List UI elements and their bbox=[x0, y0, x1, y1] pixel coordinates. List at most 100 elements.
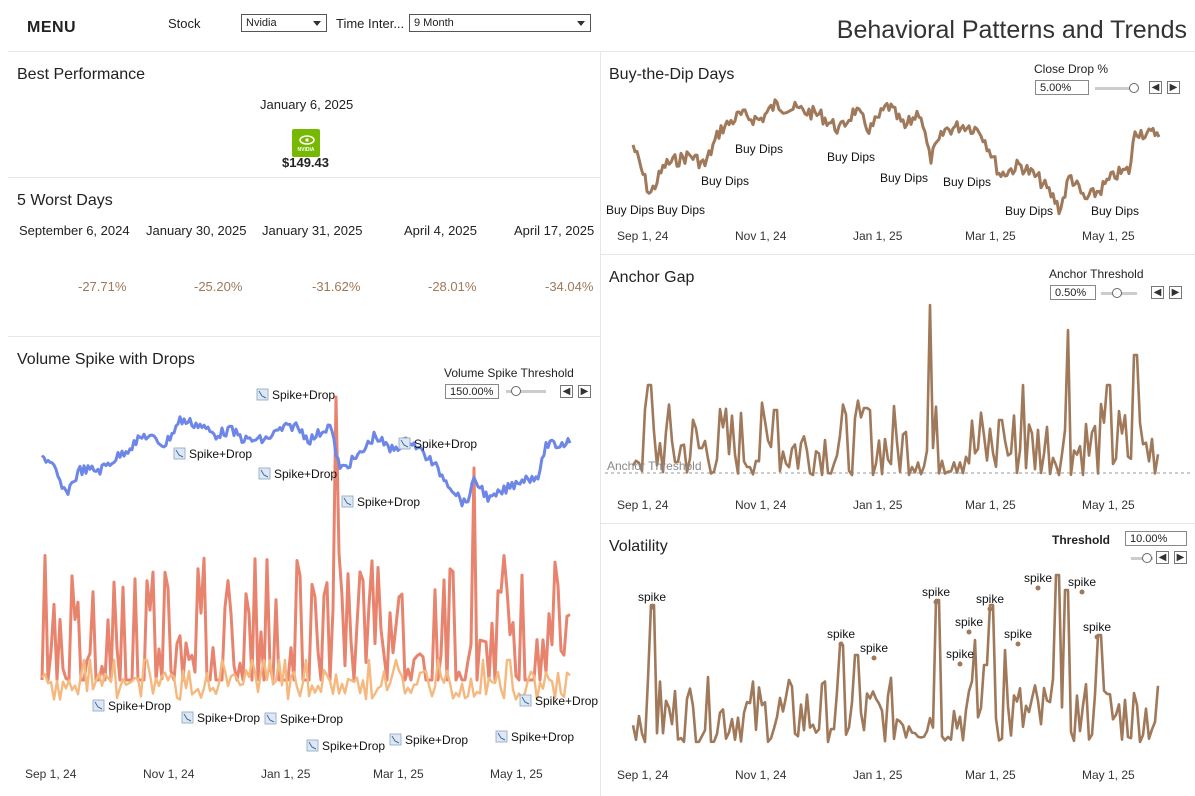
spike-drop-label: Spike+Drop bbox=[322, 739, 385, 753]
worst-pct: -28.01% bbox=[428, 279, 477, 294]
spike-drop-annotation: Spike+Drop bbox=[92, 699, 171, 713]
spike-drop-annotation: Spike+Drop bbox=[341, 495, 420, 509]
worst-date: January 31, 2025 bbox=[262, 223, 363, 238]
spike-drop-icon-glyph bbox=[497, 732, 506, 741]
close-drop-slider[interactable] bbox=[1095, 87, 1135, 90]
chevron-down-icon bbox=[577, 21, 585, 26]
prev-button[interactable]: ◀ bbox=[1149, 81, 1162, 94]
spike-drop-label: Spike+Drop bbox=[189, 447, 252, 461]
worst-days-title: 5 Worst Days bbox=[17, 192, 113, 209]
next-button[interactable]: ▶ bbox=[1167, 81, 1180, 94]
volatility-line bbox=[631, 573, 1160, 744]
spike-drop-annotation: Spike+Drop bbox=[256, 388, 335, 402]
volume-spike-title: Volume Spike with Drops bbox=[17, 351, 195, 368]
interval-dropdown[interactable]: 9 Month bbox=[409, 14, 591, 32]
x-tick: Mar 1, 25 bbox=[965, 498, 1016, 512]
x-tick: Nov 1, 24 bbox=[143, 767, 195, 781]
spike-drop-icon bbox=[181, 711, 194, 724]
x-tick: Mar 1, 25 bbox=[965, 229, 1016, 243]
x-tick: Jan 1, 25 bbox=[261, 767, 311, 781]
worst-pct: -31.62% bbox=[312, 279, 361, 294]
volatility-title: Volatility bbox=[609, 538, 668, 555]
volatility-threshold-input[interactable]: 10.00% bbox=[1125, 531, 1187, 546]
x-tick: Nov 1, 24 bbox=[735, 229, 787, 243]
spike-drop-icon bbox=[306, 739, 319, 752]
spike-drop-icon-glyph bbox=[308, 741, 317, 750]
spike-drop-annotation: Spike+Drop bbox=[181, 711, 260, 725]
spike-drop-annotation: Spike+Drop bbox=[519, 694, 598, 708]
buy-dip-title: Buy-the-Dip Days bbox=[609, 66, 735, 83]
spike-drop-icon bbox=[341, 495, 354, 508]
spike-drop-label: Spike+Drop bbox=[511, 730, 574, 744]
spike-drop-annotation: Spike+Drop bbox=[306, 739, 385, 753]
worst-date: April 4, 2025 bbox=[404, 223, 477, 238]
buy-dip-annotation: Buy Dips bbox=[735, 142, 783, 156]
divider bbox=[600, 523, 1195, 524]
next-button[interactable]: ▶ bbox=[1174, 551, 1187, 564]
spike-marker bbox=[1079, 589, 1085, 595]
worst-pct: -25.20% bbox=[194, 279, 243, 294]
x-tick: May 1, 25 bbox=[1082, 229, 1135, 243]
spike-drop-icon-glyph bbox=[94, 701, 103, 710]
prev-button[interactable]: ◀ bbox=[1156, 551, 1169, 564]
next-button[interactable]: ▶ bbox=[1169, 286, 1182, 299]
menu-button[interactable]: MENU bbox=[27, 19, 77, 36]
volume-chart: Spike+Drop Spike+Drop Spike+Drop Spike+Drop… bbox=[40, 388, 598, 753]
x-tick: May 1, 25 bbox=[490, 767, 543, 781]
stock-dropdown[interactable]: Nvidia bbox=[241, 14, 327, 32]
spike-annotation: spike bbox=[638, 590, 666, 604]
x-tick: Jan 1, 25 bbox=[853, 498, 903, 512]
slider-handle[interactable] bbox=[511, 386, 521, 396]
spike-drop-label: Spike+Drop bbox=[414, 437, 477, 451]
spike-drop-label: Spike+Drop bbox=[274, 467, 337, 481]
x-tick: Sep 1, 24 bbox=[617, 768, 669, 782]
buy-dip-annotation: Buy Dips bbox=[880, 171, 928, 185]
spike-drop-annotation: Spike+Drop bbox=[398, 437, 477, 451]
volatility-threshold-label: Threshold bbox=[1052, 533, 1111, 547]
slider-handle[interactable] bbox=[1112, 288, 1122, 298]
x-tick: Nov 1, 24 bbox=[735, 498, 787, 512]
spike-annotation: spike bbox=[1024, 571, 1052, 585]
spike-annotation: spike bbox=[946, 647, 974, 661]
close-drop-input[interactable]: 5.00% bbox=[1035, 80, 1089, 95]
spike-marker bbox=[987, 606, 993, 612]
anchor-threshold-input[interactable]: 0.50% bbox=[1050, 285, 1096, 300]
buy-dip-annotation: Buy Dips bbox=[827, 150, 875, 164]
spike-drop-icon bbox=[92, 699, 105, 712]
spike-annotation: spike bbox=[922, 585, 950, 599]
spike-drop-icon bbox=[264, 712, 277, 725]
spike-marker bbox=[966, 629, 972, 635]
x-tick: May 1, 25 bbox=[1082, 768, 1135, 782]
volume-threshold-slider[interactable] bbox=[506, 390, 546, 393]
spike-drop-icon-glyph bbox=[258, 390, 267, 399]
slider-handle[interactable] bbox=[1129, 83, 1139, 93]
spike-annotation: spike bbox=[827, 627, 855, 641]
interval-dropdown-value: 9 Month bbox=[414, 17, 454, 29]
worst-date: January 30, 2025 bbox=[146, 223, 247, 238]
x-tick: Sep 1, 24 bbox=[25, 767, 77, 781]
spike-drop-icon-glyph bbox=[521, 696, 530, 705]
buy-dip-annotation: Buy Dips bbox=[606, 203, 654, 217]
x-tick: May 1, 25 bbox=[1082, 498, 1135, 512]
spike-annotation: spike bbox=[976, 592, 1004, 606]
prev-button[interactable]: ◀ bbox=[560, 385, 573, 398]
next-button[interactable]: ▶ bbox=[578, 385, 591, 398]
spike-drop-icon bbox=[389, 733, 402, 746]
spike-annotation: spike bbox=[1068, 575, 1096, 589]
spike-drop-icon bbox=[495, 730, 508, 743]
spike-marker bbox=[649, 604, 655, 610]
spike-drop-icon bbox=[256, 388, 269, 401]
volume-threshold-label: Volume Spike Threshold bbox=[444, 366, 574, 380]
spike-marker bbox=[933, 599, 939, 605]
divider bbox=[8, 336, 600, 337]
slider-handle[interactable] bbox=[1142, 553, 1152, 563]
spike-drop-label: Spike+Drop bbox=[108, 699, 171, 713]
spike-drop-annotation: Spike+Drop bbox=[389, 733, 468, 747]
anchor-gap-title: Anchor Gap bbox=[609, 269, 695, 286]
worst-pct: -27.71% bbox=[78, 279, 127, 294]
prev-button[interactable]: ◀ bbox=[1151, 286, 1164, 299]
volume-threshold-input[interactable]: 150.00% bbox=[445, 384, 499, 399]
spike-drop-annotation: Spike+Drop bbox=[173, 447, 252, 461]
